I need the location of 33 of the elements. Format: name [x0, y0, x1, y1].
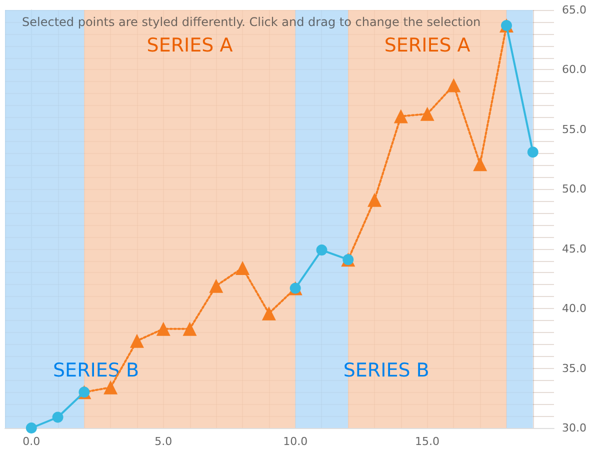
band-label: SERIES A — [384, 34, 470, 56]
y-tick-label: 50.0 — [562, 182, 586, 196]
annotation: Selected points are styled differently. Click and drag to change the selection — [22, 15, 481, 29]
band-label: SERIES A — [146, 34, 233, 56]
y-tick-label: 35.0 — [562, 362, 586, 375]
x-tick-label: 15.0 — [415, 435, 440, 448]
band-label: SERIES B — [343, 360, 430, 382]
y-tick-label: 45.0 — [562, 242, 586, 256]
point — [26, 422, 37, 434]
x-tick-label: 0.0 — [22, 435, 40, 448]
y-tick-label: 55.0 — [562, 122, 586, 136]
point — [394, 109, 408, 124]
point — [473, 157, 488, 172]
point — [527, 146, 538, 158]
x-tick-label: 10.0 — [283, 435, 308, 448]
point — [316, 244, 328, 256]
point — [420, 106, 434, 121]
point — [104, 380, 118, 394]
band-label: SERIES B — [53, 360, 140, 382]
point — [156, 322, 170, 336]
point — [368, 192, 382, 207]
point — [262, 306, 276, 320]
y-tick-label: 60.0 — [562, 63, 586, 76]
point — [209, 278, 224, 293]
point — [52, 412, 64, 423]
y-tick-label: 30.0 — [562, 422, 586, 434]
y-tick-label: 65.0 — [562, 4, 586, 16]
point — [236, 260, 250, 275]
x-tick-label: 5.0 — [154, 435, 172, 448]
y-tick-label: 40.0 — [562, 302, 586, 316]
point — [182, 322, 197, 336]
point — [446, 78, 461, 92]
point — [130, 334, 144, 348]
